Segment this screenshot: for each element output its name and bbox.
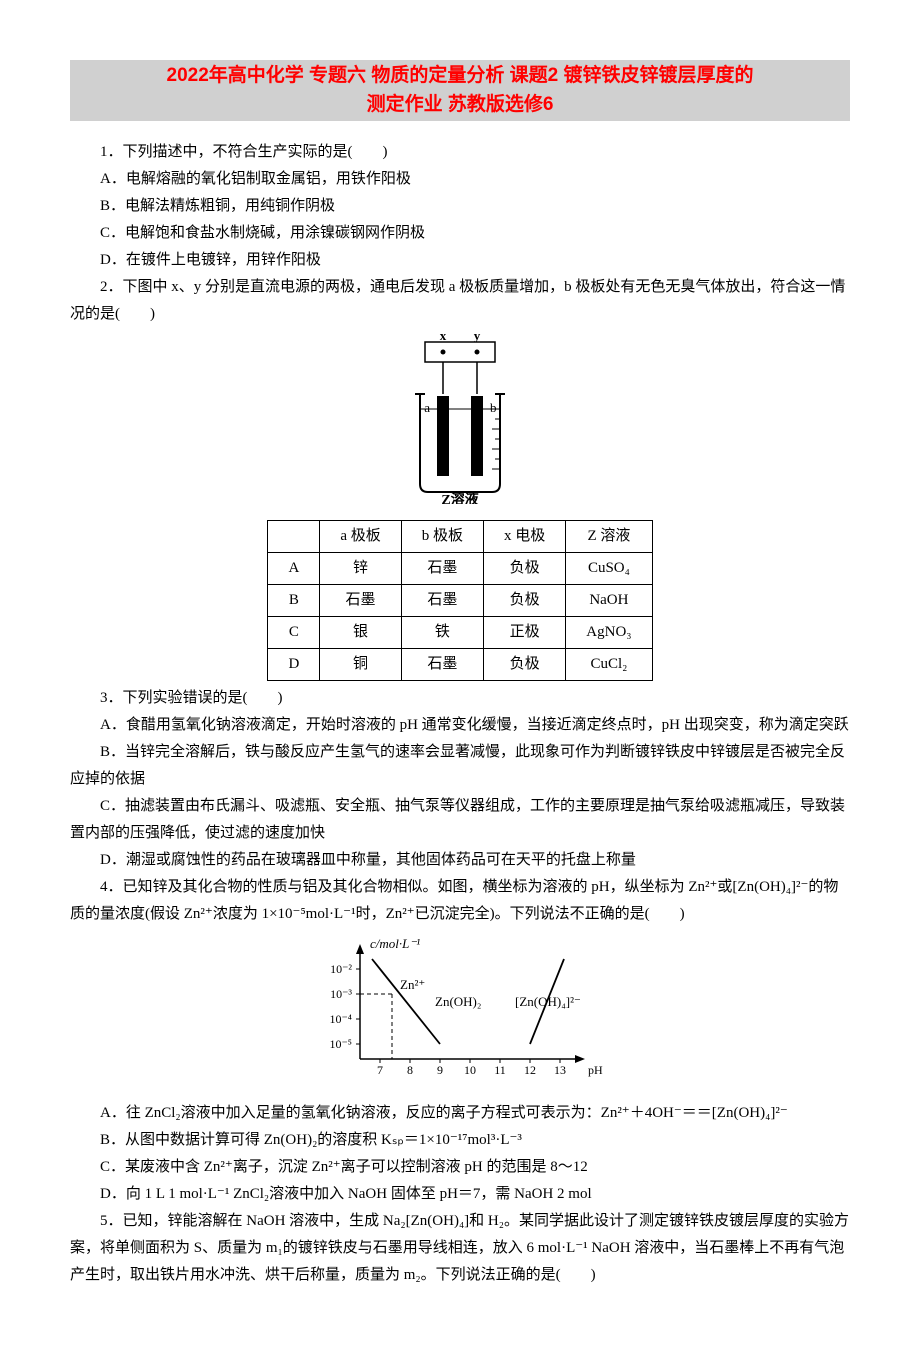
q4-opt-b: B．从图中数据计算可得 Zn(OH)₂的溶度积 Kₛₚ＝1×10⁻¹⁷mol³·… xyxy=(70,1127,850,1154)
q3-opt-c: C．抽滤装置由布氏漏斗、吸滤瓶、安全瓶、抽气泵等仪器组成，工作的主要原理是抽气泵… xyxy=(70,793,850,847)
page-title: 2022年高中化学 专题六 物质的定量分析 课题2 镀锌铁皮锌镀层厚度的 测定作… xyxy=(70,60,850,121)
q2-stem: 2．下图中 x、y 分别是直流电源的两极，通电后发现 a 极板质量增加，b 极板… xyxy=(70,274,850,328)
th-b: b 极板 xyxy=(401,521,483,553)
q4-opt-c: C．某废液中含 Zn²⁺离子，沉淀 Zn²⁺离子可以控制溶液 pH 的范围是 8… xyxy=(70,1154,850,1181)
svg-text:13: 13 xyxy=(554,1063,566,1077)
svg-text:7: 7 xyxy=(377,1063,383,1077)
th-a: a 极板 xyxy=(320,521,401,553)
y-label: y xyxy=(474,334,481,343)
table-row: B 石墨 石墨 负极 NaOH xyxy=(268,585,652,617)
svg-text:9: 9 xyxy=(437,1063,443,1077)
q3-stem: 3．下列实验错误的是( ) xyxy=(70,685,850,712)
a-label: a xyxy=(424,400,430,415)
q1-opt-b: B．电解法精炼粗铜，用纯铜作阴极 xyxy=(70,193,850,220)
svg-text:11: 11 xyxy=(494,1063,506,1077)
svg-text:10⁻²: 10⁻² xyxy=(330,962,352,976)
th-z: Z 溶液 xyxy=(566,521,652,553)
q5-stem: 5．已知，锌能溶解在 NaOH 溶液中，生成 Na₂[Zn(OH)₄]和 H₂。… xyxy=(70,1208,850,1289)
q2-diagram: x y a b Z溶液 xyxy=(70,334,850,514)
th-x: x 电极 xyxy=(484,521,566,553)
table-header-row: a 极板 b 极板 x 电极 Z 溶液 xyxy=(268,521,652,553)
b-label: b xyxy=(490,400,497,415)
q3-opt-b: B．当锌完全溶解后，铁与酸反应产生氢气的速率会显著减慢，此现象可作为判断镀锌铁皮… xyxy=(70,739,850,793)
label-znoh2: Zn(OH)₂ xyxy=(435,994,481,1009)
label-zn2plus: Zn²⁺ xyxy=(400,977,425,992)
svg-text:8: 8 xyxy=(407,1063,413,1077)
q1-opt-a: A．电解熔融的氧化铝制取金属铝，用铁作阳极 xyxy=(70,166,850,193)
title-line-2: 测定作业 苏教版选修6 xyxy=(367,94,554,115)
q4-opt-a: A．往 ZnCl₂溶液中加入足量的氢氧化钠溶液，反应的离子方程式可表示为：Zn²… xyxy=(70,1100,850,1127)
q4-stem: 4．已知锌及其化合物的性质与铝及其化合物相似。如图，横坐标为溶液的 pH，纵坐标… xyxy=(70,874,850,928)
q4-opt-d: D．向 1 L 1 mol·L⁻¹ ZnCl₂溶液中加入 NaOH 固体至 pH… xyxy=(70,1181,850,1208)
q4-chart: c/mol·L⁻¹ 10⁻² 10⁻³ 10⁻⁴ 10⁻⁵ 7 8 9 10 1… xyxy=(70,934,850,1094)
svg-text:10: 10 xyxy=(464,1063,476,1077)
table-row: A 锌 石墨 负极 CuSO₄ xyxy=(268,553,652,585)
q1-opt-d: D．在镀件上电镀锌，用锌作阳极 xyxy=(70,247,850,274)
table-row: D 铜 石墨 负极 CuCl₂ xyxy=(268,649,652,681)
svg-text:10⁻³: 10⁻³ xyxy=(330,987,352,1001)
q2-table: a 极板 b 极板 x 电极 Z 溶液 A 锌 石墨 负极 CuSO₄ B 石墨… xyxy=(267,520,652,681)
x-label: x xyxy=(440,334,447,343)
q1-stem: 1．下列描述中，不符合生产实际的是( ) xyxy=(70,139,850,166)
q3-opt-d: D．潮湿或腐蚀性的药品在玻璃器皿中称量，其他固体药品可在天平的托盘上称量 xyxy=(70,847,850,874)
th-blank xyxy=(268,521,320,553)
label-znoh4: [Zn(OH)₄]²⁻ xyxy=(515,994,581,1009)
table-row: C 银 铁 正极 AgNO₃ xyxy=(268,617,652,649)
title-line-1: 2022年高中化学 专题六 物质的定量分析 课题2 镀锌铁皮锌镀层厚度的 xyxy=(167,65,754,86)
svg-text:12: 12 xyxy=(524,1063,536,1077)
solution-label: Z溶液 xyxy=(441,491,479,504)
q3-opt-a: A．食醋用氢氧化钠溶液滴定，开始时溶液的 pH 通常变化缓慢，当接近滴定终点时，… xyxy=(70,712,850,739)
svg-text:10⁻⁵: 10⁻⁵ xyxy=(329,1037,352,1051)
svg-text:10⁻⁴: 10⁻⁴ xyxy=(329,1012,352,1026)
chart-x-label: pH xyxy=(588,1063,603,1077)
q1-opt-c: C．电解饱和食盐水制烧碱，用涂镍碳钢网作阴极 xyxy=(70,220,850,247)
chart-y-label: c/mol·L⁻¹ xyxy=(370,936,420,951)
